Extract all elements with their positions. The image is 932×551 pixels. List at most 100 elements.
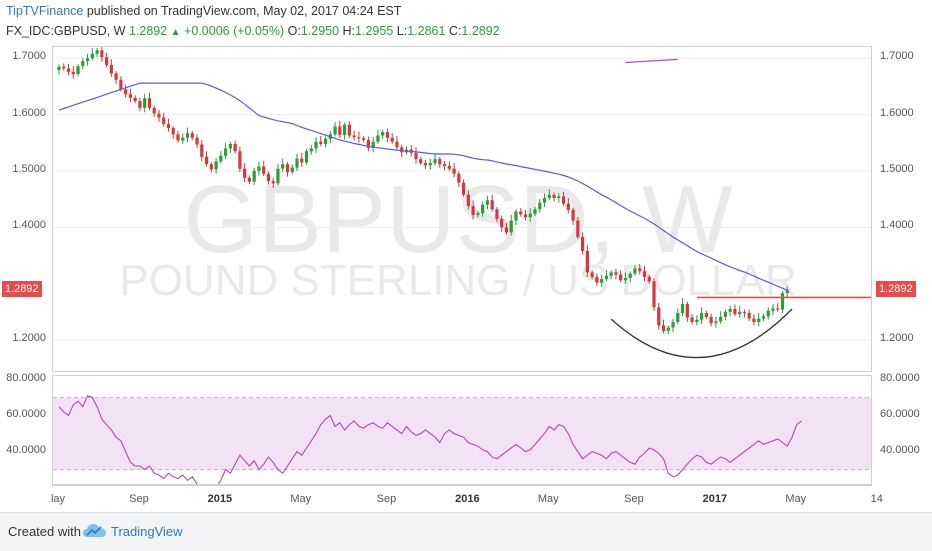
candle bbox=[647, 274, 651, 284]
candle bbox=[690, 314, 694, 325]
price-tick-label: 1.5000 bbox=[12, 162, 46, 175]
candle bbox=[581, 232, 585, 255]
candle bbox=[776, 302, 780, 312]
watermark-description: POUND STERLING / US DOLLAR bbox=[119, 256, 796, 305]
candle bbox=[695, 315, 699, 326]
candle bbox=[128, 88, 132, 103]
candle bbox=[185, 127, 190, 143]
candle bbox=[657, 302, 661, 330]
footer: Created with TradingView bbox=[0, 512, 932, 551]
candle bbox=[100, 47, 104, 62]
left-price-axis: 1.7000 1.6000 1.5000 1.4000 1.2000 80.0000 60.… bbox=[0, 46, 52, 486]
price-tick-label: 1.2000 bbox=[12, 332, 46, 344]
time-tick-label: Sep bbox=[376, 493, 397, 505]
overlays bbox=[58, 58, 871, 359]
candle bbox=[666, 325, 670, 335]
candle bbox=[523, 209, 528, 221]
tradingview-cloud-icon bbox=[82, 522, 108, 545]
candle bbox=[504, 222, 509, 235]
author-link[interactable]: TipTVFinance bbox=[6, 4, 84, 18]
tradingview-link[interactable]: TradingView bbox=[111, 524, 183, 539]
low-value: 1.2861 bbox=[407, 24, 446, 38]
candle bbox=[162, 112, 166, 127]
candle bbox=[604, 270, 608, 282]
candle bbox=[557, 192, 561, 203]
candle bbox=[338, 120, 342, 139]
price-tick-label: 1.4000 bbox=[880, 219, 914, 232]
candle bbox=[747, 309, 751, 321]
candle bbox=[466, 190, 470, 210]
rsi-tick-label: 40.0000 bbox=[6, 443, 46, 456]
candle bbox=[95, 48, 99, 58]
candle bbox=[266, 171, 271, 185]
price-chart: GBPUSD, W POUND STERLING / US DOLLAR bbox=[53, 47, 871, 359]
candle bbox=[785, 286, 789, 298]
candle bbox=[395, 136, 399, 151]
candle bbox=[533, 207, 537, 217]
price-pane[interactable]: GBPUSD, W POUND STERLING / US DOLLAR bbox=[52, 46, 872, 372]
candle bbox=[600, 274, 604, 288]
candle bbox=[433, 153, 437, 166]
candle bbox=[566, 198, 570, 214]
candle bbox=[766, 307, 770, 320]
candle bbox=[81, 57, 85, 70]
candle bbox=[290, 164, 294, 175]
candle bbox=[709, 313, 713, 327]
candle bbox=[90, 48, 94, 61]
candle bbox=[414, 147, 418, 164]
candle bbox=[295, 154, 299, 171]
candle bbox=[481, 201, 485, 217]
price-tick-label: 1.5000 bbox=[880, 162, 914, 175]
candle bbox=[233, 140, 237, 154]
candles bbox=[57, 47, 789, 335]
candle bbox=[742, 309, 747, 318]
time-tick-label: 2016 bbox=[455, 493, 480, 505]
rsi-pane[interactable] bbox=[52, 375, 872, 485]
price-tick-label: 1.7000 bbox=[12, 50, 46, 63]
candle bbox=[381, 129, 385, 139]
candle bbox=[114, 71, 118, 85]
candle bbox=[642, 265, 647, 282]
candle bbox=[390, 133, 394, 144]
price-tick-label: 1.2000 bbox=[880, 332, 914, 344]
candle bbox=[623, 272, 628, 284]
rsi-series-line bbox=[58, 395, 802, 484]
open-label: O: bbox=[287, 24, 301, 38]
candle bbox=[109, 59, 113, 77]
candle bbox=[71, 66, 75, 79]
candle bbox=[271, 177, 275, 188]
candle bbox=[700, 307, 704, 325]
close-value: 1.2892 bbox=[461, 24, 500, 38]
candle bbox=[357, 131, 361, 143]
candle bbox=[676, 308, 680, 325]
time-axis: lay Sep 2015 May Sep 2016 May Sep 2017 May 14 bbox=[50, 485, 883, 510]
candle bbox=[714, 316, 718, 328]
candle bbox=[252, 167, 256, 186]
candle bbox=[124, 84, 128, 98]
candle bbox=[371, 137, 375, 153]
candle bbox=[347, 121, 351, 138]
time-tick-label: 2017 bbox=[702, 493, 728, 505]
candle bbox=[552, 192, 556, 202]
candle bbox=[519, 208, 523, 217]
up-arrow-icon: ▲ bbox=[170, 27, 181, 38]
candle bbox=[428, 158, 432, 170]
candle bbox=[214, 158, 218, 174]
candle bbox=[542, 193, 547, 208]
candle bbox=[585, 245, 589, 277]
candle bbox=[285, 161, 290, 177]
candle bbox=[143, 93, 147, 113]
time-tick-label: May bbox=[537, 493, 559, 505]
candle bbox=[685, 301, 689, 322]
candle bbox=[719, 311, 723, 324]
candle bbox=[309, 145, 313, 155]
candle bbox=[85, 53, 90, 66]
price-tick-label: 1.6000 bbox=[880, 106, 914, 119]
candle bbox=[176, 130, 180, 143]
candle bbox=[671, 318, 675, 333]
time-tick-label: lay bbox=[50, 493, 66, 505]
candle bbox=[247, 175, 251, 184]
candle bbox=[166, 118, 171, 132]
time-tick-label: May bbox=[785, 493, 807, 505]
price-grid bbox=[53, 57, 871, 341]
